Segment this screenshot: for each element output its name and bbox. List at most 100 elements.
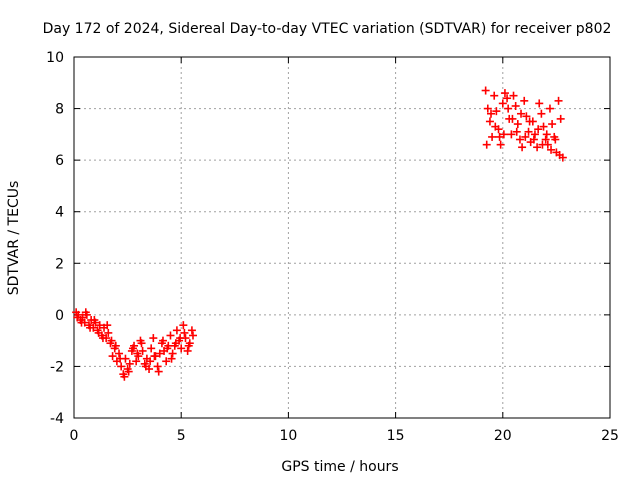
data-point — [487, 109, 496, 118]
data-point — [150, 352, 159, 361]
data-points — [72, 86, 567, 381]
data-point — [529, 135, 538, 144]
data-point — [530, 130, 539, 139]
x-axis-label: GPS time / hours — [281, 459, 398, 475]
data-point — [538, 140, 547, 149]
data-point — [507, 130, 516, 139]
data-point — [149, 334, 158, 343]
y-tick-label: 6 — [55, 153, 64, 169]
data-point — [86, 323, 95, 332]
data-point — [490, 91, 499, 100]
data-point — [138, 346, 147, 355]
x-tick-label: 20 — [494, 428, 512, 444]
grid-lines — [74, 57, 610, 418]
data-point — [162, 357, 171, 366]
data-point — [116, 354, 125, 363]
y-tick-label: 4 — [55, 205, 64, 221]
data-point — [517, 109, 526, 118]
data-point — [483, 104, 492, 113]
data-point — [111, 341, 120, 350]
data-point — [81, 308, 90, 317]
data-point — [524, 127, 533, 136]
data-point — [132, 357, 141, 366]
data-point — [95, 321, 104, 330]
data-point — [153, 362, 162, 371]
data-point — [498, 99, 507, 108]
data-point — [146, 357, 155, 366]
data-point — [548, 120, 557, 129]
plot-frame — [73, 56, 611, 419]
data-point — [128, 344, 137, 353]
data-point — [515, 135, 524, 144]
data-point — [158, 336, 167, 345]
data-point — [172, 326, 181, 335]
data-point — [499, 130, 508, 139]
data-point — [503, 94, 512, 103]
data-point — [90, 316, 99, 325]
data-point — [171, 339, 180, 348]
chart-title: Day 172 of 2024, Sidereal Day-to-day VTE… — [43, 21, 612, 37]
x-tick-label: 0 — [70, 428, 79, 444]
y-axis-label: SDTVAR / TECUs — [6, 181, 22, 296]
data-point — [117, 362, 126, 371]
data-point — [107, 336, 116, 345]
data-point — [495, 132, 504, 141]
data-point — [137, 339, 146, 348]
y-tick-label: 2 — [55, 256, 64, 272]
data-point — [492, 107, 501, 116]
data-point — [155, 349, 164, 358]
data-point — [115, 349, 124, 358]
data-point — [545, 104, 554, 113]
data-point — [535, 99, 544, 108]
data-point — [512, 127, 521, 136]
data-point — [541, 135, 550, 144]
data-point — [555, 150, 564, 159]
data-point — [147, 344, 156, 353]
data-point — [141, 362, 150, 371]
y-tick-label: -4 — [50, 411, 64, 427]
data-point — [542, 130, 551, 139]
data-point — [533, 143, 542, 152]
data-point — [496, 140, 505, 149]
data-point — [177, 344, 186, 353]
data-point — [554, 96, 563, 105]
y-axis-ticks: -4 -2 0 2 4 6 8 10 — [46, 50, 610, 427]
data-point — [168, 349, 177, 358]
data-point — [125, 359, 134, 368]
data-point — [187, 326, 196, 335]
data-point — [488, 132, 497, 141]
data-point — [537, 109, 546, 118]
data-point — [166, 331, 175, 340]
data-point — [485, 117, 494, 126]
data-point — [491, 122, 500, 131]
data-point — [180, 328, 189, 337]
data-point — [481, 86, 490, 95]
data-point — [518, 143, 527, 152]
data-point — [539, 122, 548, 131]
data-point — [500, 89, 509, 98]
x-tick-label: 25 — [601, 428, 619, 444]
data-point — [509, 91, 518, 100]
x-tick-label: 15 — [387, 428, 405, 444]
data-point — [103, 321, 112, 330]
data-point — [176, 334, 185, 343]
data-point — [163, 344, 172, 353]
data-point — [184, 341, 193, 350]
data-point — [508, 114, 517, 123]
data-point — [547, 145, 556, 154]
data-point — [522, 112, 531, 121]
data-point — [108, 352, 117, 361]
data-point — [73, 313, 82, 322]
data-point — [525, 117, 534, 126]
data-point — [521, 132, 530, 141]
data-point — [133, 349, 142, 358]
y-tick-label: 0 — [55, 308, 64, 324]
data-point — [513, 120, 522, 129]
data-point — [94, 328, 103, 337]
x-tick-label: 10 — [279, 428, 297, 444]
data-point — [154, 367, 163, 376]
data-point — [556, 114, 565, 123]
data-point — [551, 135, 560, 144]
data-point — [120, 372, 129, 381]
